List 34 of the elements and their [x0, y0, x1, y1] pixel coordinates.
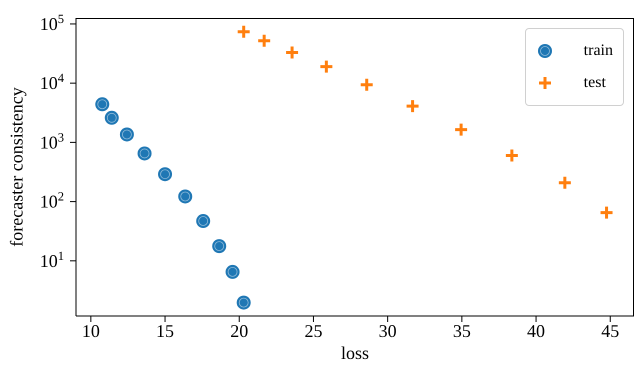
x-tick-label: 35: [452, 320, 471, 341]
point: [138, 146, 152, 160]
point: [178, 189, 192, 204]
x-tick-label: 45: [601, 320, 620, 341]
point: [504, 148, 520, 164]
point: [557, 175, 572, 190]
y-tick-label: 10$^{2}$: [40, 190, 64, 212]
x-tick-label: 40: [527, 320, 546, 341]
x-axis-title: loss: [340, 342, 370, 363]
point: [256, 33, 272, 48]
legend-label: train: [584, 42, 613, 60]
point: [226, 264, 240, 279]
y-tick-label: 10$^{1}$: [40, 248, 64, 271]
x-tick-label: 20: [230, 320, 248, 341]
point: [196, 214, 210, 228]
point: [236, 296, 251, 310]
point: [120, 127, 134, 142]
point: [236, 24, 252, 40]
point: [599, 205, 614, 220]
x-tick-label: 10: [82, 320, 100, 341]
x-tick-label: 30: [378, 320, 397, 341]
point: [284, 44, 300, 60]
x-tick-label: 25: [304, 320, 322, 341]
point: [359, 77, 374, 92]
y-tick-label: 10$^{5}$: [40, 12, 64, 34]
y-tick-label: 10$^{4}$: [40, 71, 65, 94]
point: [405, 98, 420, 114]
y-tick-label: 10$^{3}$: [40, 130, 64, 152]
point: [318, 59, 334, 74]
legend-label: test: [584, 74, 606, 92]
x-tick-label: 15: [156, 320, 174, 341]
point: [454, 122, 469, 138]
y-axis-title: forecaster consistency: [6, 87, 26, 247]
point: [158, 167, 172, 182]
